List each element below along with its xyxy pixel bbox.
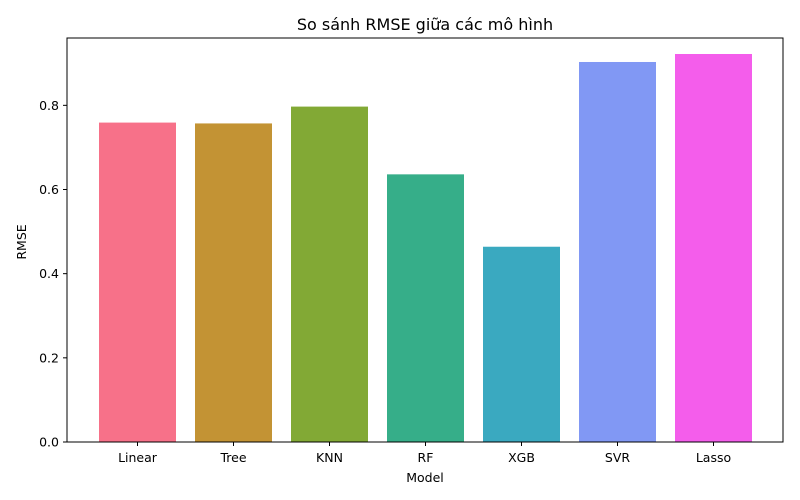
plot-frame [66,37,784,443]
y-axis: 0.0 0.2 0.4 0.6 0.8 [39,98,67,450]
x-tick-label: Tree [219,450,246,465]
x-axis: Linear Tree KNN RF XGB SVR Lasso [118,442,731,465]
x-tick-label: RF [418,450,434,465]
bars-group [99,53,752,443]
bar-svr [579,61,656,443]
y-axis-label: RMSE [14,224,29,259]
bar-linear [99,122,176,443]
chart-title: So sánh RMSE giữa các mô hình [297,15,553,34]
y-tick-label: 0.8 [39,98,59,113]
bar-knn [291,106,368,443]
y-tick-label: 0.6 [39,182,59,197]
x-tick-label: XGB [508,450,535,465]
y-tick-label: 0.0 [39,435,59,450]
bar-tree [195,123,272,442]
bar-xgb [483,246,560,442]
x-tick-label: KNN [316,450,343,465]
x-tick-label: Linear [118,450,158,465]
y-tick-label: 0.4 [39,266,59,281]
bar-lasso [675,53,752,442]
x-axis-label: Model [406,470,444,485]
x-tick-label: Lasso [696,450,731,465]
x-tick-label: SVR [605,450,630,465]
bar-rf [387,174,464,442]
y-tick-label: 0.2 [39,350,59,365]
